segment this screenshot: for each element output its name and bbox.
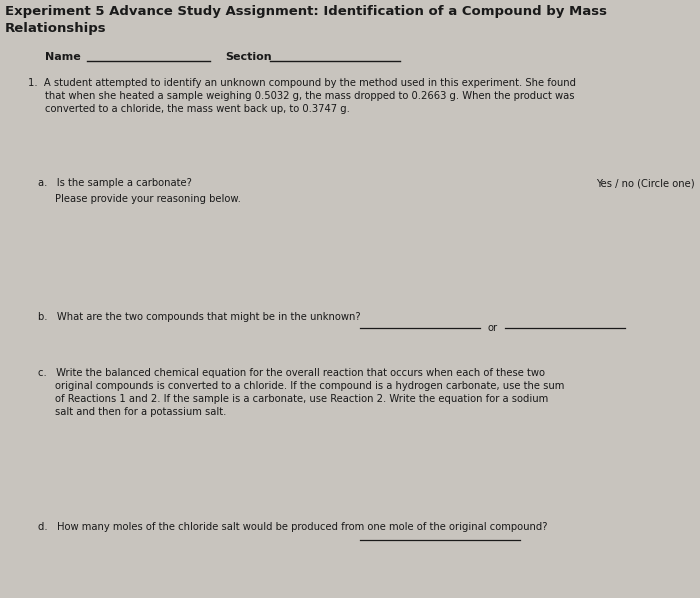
Text: d.   How many moles of the chloride salt would be produced from one mole of the : d. How many moles of the chloride salt w…: [38, 522, 547, 532]
Text: 1.  A student attempted to identify an unknown compound by the method used in th: 1. A student attempted to identify an un…: [28, 78, 576, 88]
Text: c.   Write the balanced chemical equation for the overall reaction that occurs w: c. Write the balanced chemical equation …: [38, 368, 545, 378]
Text: b.   What are the two compounds that might be in the unknown?: b. What are the two compounds that might…: [38, 312, 360, 322]
Text: of Reactions 1 and 2. If the sample is a carbonate, use Reaction 2. Write the eq: of Reactions 1 and 2. If the sample is a…: [55, 394, 548, 404]
Text: original compounds is converted to a chloride. If the compound is a hydrogen car: original compounds is converted to a chl…: [55, 381, 564, 391]
Text: Relationships: Relationships: [5, 22, 106, 35]
Text: that when she heated a sample weighing 0.5032 g, the mass dropped to 0.2663 g. W: that when she heated a sample weighing 0…: [45, 91, 575, 101]
Text: Name: Name: [45, 52, 80, 62]
Text: salt and then for a potassium salt.: salt and then for a potassium salt.: [55, 407, 226, 417]
Text: Yes / no (Circle one): Yes / no (Circle one): [596, 178, 695, 188]
Text: a.   Is the sample a carbonate?: a. Is the sample a carbonate?: [38, 178, 192, 188]
Text: Section: Section: [225, 52, 272, 62]
Text: or: or: [488, 323, 498, 333]
Text: converted to a chloride, the mass went back up, to 0.3747 g.: converted to a chloride, the mass went b…: [45, 104, 350, 114]
Text: Experiment 5 Advance Study Assignment: Identification of a Compound by Mass: Experiment 5 Advance Study Assignment: I…: [5, 5, 607, 18]
Text: Please provide your reasoning below.: Please provide your reasoning below.: [55, 194, 241, 204]
